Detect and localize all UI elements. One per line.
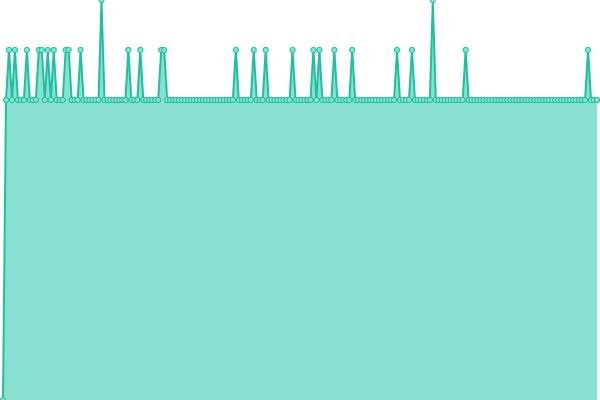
point-marker [426,96,433,104]
point-marker [23,46,30,54]
point-marker [98,0,105,4]
point-marker [47,96,54,104]
point-marker [125,46,132,54]
point-marker [459,96,466,104]
point-marker [74,96,81,104]
point-marker [328,96,335,104]
point-marker [429,0,436,4]
point-marker [313,96,320,104]
point-marker [50,46,57,54]
point-marker [11,46,19,54]
point-marker [2,96,10,104]
point-marker [262,46,269,54]
point-marker [20,96,27,104]
point-marker [38,46,45,54]
point-marker [44,46,51,54]
point-marker [5,46,13,54]
point-marker [331,46,338,54]
point-marker [462,46,469,54]
point-marker [134,96,141,104]
point-marker [593,96,600,104]
point-marker [122,96,129,104]
point-marker [346,96,353,104]
point-marker [137,46,144,54]
point-marker [393,46,401,54]
point-marker [229,96,236,104]
point-marker [155,96,162,104]
point-marker [41,96,48,104]
point-marker [581,96,589,104]
point-marker [310,46,317,54]
point-marker [95,96,102,104]
point-marker [161,46,168,54]
point-marker [316,46,323,54]
point-marker [289,46,296,54]
point-marker [259,96,266,104]
point-marker [390,96,398,104]
area-fill [3,0,597,400]
point-marker [32,96,39,104]
point-marker [65,46,72,54]
point-marker [408,46,416,54]
point-marker [349,46,356,54]
point-marker [8,96,16,104]
point-marker [247,96,254,104]
point-marker [59,96,66,104]
point-marker [232,46,239,54]
point-marker [250,46,257,54]
point-marker [584,46,592,54]
point-marker [286,96,293,104]
point-marker [405,96,413,104]
point-marker [307,96,314,104]
point-marker [77,46,84,54]
